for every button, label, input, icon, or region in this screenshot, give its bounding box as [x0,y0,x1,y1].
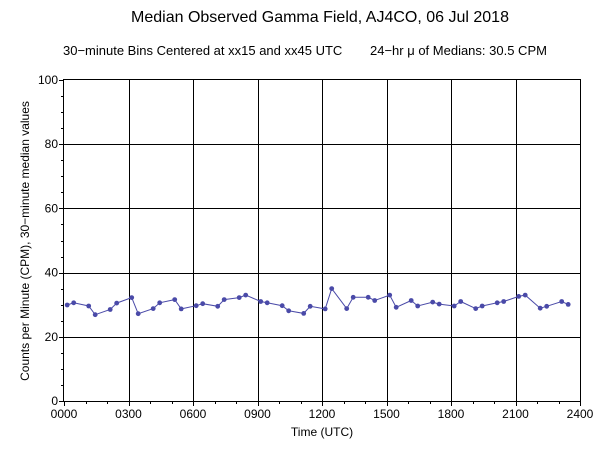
data-point [286,308,292,314]
x-tick-label: 0000 [51,407,78,421]
data-point [135,311,141,317]
x-tick-label: 2400 [567,407,594,421]
data-point [365,294,371,300]
data-point [408,298,414,303]
data-point [372,298,378,303]
x-tick-label: 0900 [244,407,271,421]
data-point [150,306,156,311]
y-tick-label: 80 [45,137,59,151]
chart-subtitle-bins: 30−minute Bins Centered at xx15 and xx45… [63,43,343,58]
data-point [436,301,442,307]
data-point [479,303,485,309]
data-point [565,302,571,307]
data-point [322,306,328,312]
data-point [258,299,264,304]
x-axis-label: Time (UTC) [291,425,353,439]
data-point [473,306,479,311]
series-line [67,287,569,316]
x-tick-label: 1800 [438,407,465,421]
chart-title: Median Observed Gamma Field, AJ4CO, 06 J… [131,9,509,26]
y-tick-label: 20 [45,330,59,344]
data-point [329,286,335,291]
x-tick-label: 2100 [502,407,529,421]
data-point [243,292,249,298]
x-tick-labels: 0000 0300 0600 0900 1200 1500 1800 2100 2400 [51,407,594,421]
y-tick-label: 0 [51,394,58,408]
data-point [458,299,464,304]
data-point [307,303,313,309]
grid-lines [64,80,580,401]
data-point [129,295,135,300]
data-point [537,305,543,311]
y-tick-label: 100 [38,73,58,87]
data-point [157,300,163,306]
data-point [516,294,522,299]
data-point [221,297,227,302]
data-point [522,292,528,298]
data-point [501,299,507,304]
data-point [415,303,421,309]
x-tick-label: 0600 [180,407,207,421]
data-point [279,303,285,309]
chart-subtitle-mean: 24−hr μ of Medians: 30.5 CPM [370,43,547,58]
data-point [494,300,500,306]
data-point [301,311,307,316]
data-point [544,303,550,309]
data-point [264,300,270,306]
data-point [114,300,120,306]
data-point [71,300,77,306]
data-point [92,312,98,318]
data-point [193,303,199,309]
data-point [236,295,242,300]
x-tick-label: 1500 [373,407,400,421]
axis-ticks [59,80,581,406]
data-point [86,303,92,309]
data-point [451,303,457,309]
data-point [344,306,350,311]
data-point [559,299,565,304]
data-point [178,306,184,312]
y-tick-label: 40 [45,266,59,280]
data-point [387,292,393,298]
data-point [215,303,221,309]
y-tick-label: 60 [45,201,59,215]
x-tick-label: 0300 [115,407,142,421]
x-tick-label: 1200 [309,407,336,421]
data-point [430,299,436,305]
y-tick-labels: 0 20 40 60 80 100 [38,73,58,408]
data-point [200,301,206,307]
data-point [172,297,178,302]
y-axis-label: Counts per Minute (CPM), 30−minute media… [18,101,32,381]
data-points [64,286,571,318]
data-point [107,307,113,312]
data-point [64,302,70,308]
data-point [393,304,399,310]
data-point [350,294,356,300]
